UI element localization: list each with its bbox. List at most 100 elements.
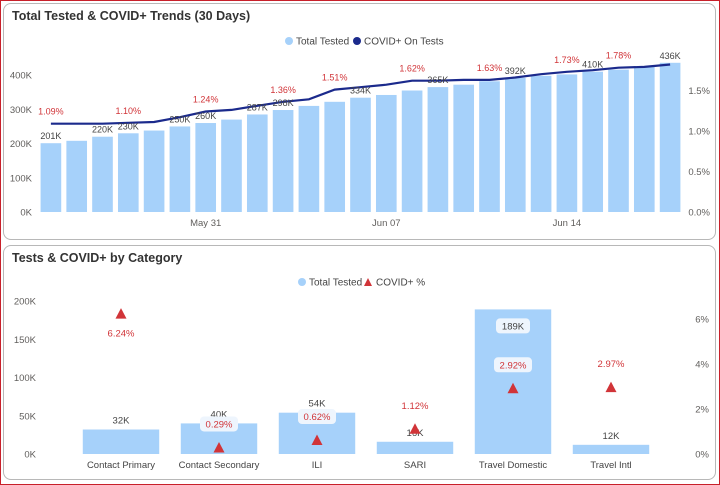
line-data-label: 1.10% — [116, 106, 142, 116]
legend-swatch-total-tested — [298, 278, 306, 286]
line-covid-on-tests — [50, 63, 671, 125]
bar-data-label: 287K — [247, 102, 268, 112]
legend-label-covid-on-tests: COVID+ On Tests — [364, 37, 444, 48]
x-category-label: Contact Secondary — [179, 460, 260, 471]
marker-covid-pct — [213, 441, 225, 453]
marker-covid-pct — [311, 434, 323, 446]
bar-total-tested — [66, 140, 88, 212]
category-chart: Total Tested COVID+ % 0K 50K 100K 150K 200K 0% 2… — [14, 278, 710, 472]
bar-data-label: 230K — [118, 121, 139, 131]
bar-total-tested — [298, 105, 320, 212]
bar-total-tested — [401, 90, 423, 212]
marker-covid-pct — [507, 382, 519, 394]
bar-data-label: 189K — [502, 321, 525, 332]
bar-total-tested — [350, 97, 371, 212]
bar-total-tested — [117, 133, 139, 212]
line-data-label: 1.78% — [606, 51, 632, 61]
line-data-label: 1.09% — [38, 107, 64, 117]
pct-label-bg — [494, 357, 532, 373]
bar-data-label: 298K — [273, 98, 294, 108]
pct-label-bg — [200, 416, 238, 432]
x-category-label: Travel Domestic — [479, 460, 548, 471]
bar-total-tested — [376, 441, 454, 454]
legend-swatch-total-tested — [285, 37, 293, 45]
bar-total-tested — [633, 66, 655, 212]
category-panel: Tests & COVID+ by Category Total Tested C… — [3, 245, 716, 480]
bar-total-tested — [92, 136, 113, 212]
pct-label-bg — [298, 409, 336, 425]
y2-tick-label: 1.0% — [688, 126, 710, 137]
x-category-label: Contact Primary — [87, 460, 155, 471]
marker-covid-pct — [605, 381, 617, 393]
y-tick-label: 200K — [14, 297, 37, 308]
trend-panel-title: Total Tested & COVID+ Trends (30 Days) — [12, 9, 251, 23]
bar-total-tested — [272, 110, 294, 212]
bar-data-label: 250K — [169, 114, 190, 124]
y-tick-label: 200K — [10, 139, 33, 150]
x-category-label: ILI — [312, 460, 323, 471]
bar-label-bg — [496, 318, 530, 334]
line-data-label: 1.62% — [399, 64, 425, 74]
y2-tick-label: 0.0% — [688, 208, 710, 219]
y2-tick-label: 6% — [695, 315, 709, 326]
pct-data-label: 0.29% — [206, 419, 233, 430]
bar-total-tested — [582, 71, 604, 212]
bar-total-tested — [474, 309, 552, 454]
bar-total-tested — [169, 126, 191, 212]
y-tick-label: 0K — [20, 208, 32, 219]
category-panel-title: Tests & COVID+ by Category — [12, 251, 183, 265]
legend-label-covid-pct: COVID+ % — [376, 278, 425, 289]
bar-total-tested — [40, 143, 62, 212]
line-data-label: 1.51% — [322, 73, 348, 83]
legend-label-total-tested: Total Tested — [296, 37, 349, 48]
bar-total-tested — [324, 101, 346, 212]
line-data-label: 1.36% — [270, 85, 296, 95]
trend-panel: Total Tested & COVID+ Trends (30 Days) T… — [3, 3, 716, 240]
x-category-label: Travel Intl — [590, 460, 631, 471]
y-tick-label: 150K — [14, 335, 37, 346]
y-tick-label: 0K — [24, 450, 36, 461]
bar-total-tested — [246, 114, 268, 212]
pct-data-label: 2.97% — [598, 359, 625, 370]
pct-data-label: 6.24% — [108, 329, 135, 340]
bar-data-label: 410K — [582, 60, 603, 70]
bar-total-tested — [143, 130, 165, 212]
bar-total-tested — [82, 429, 160, 454]
bar-total-tested — [572, 444, 650, 454]
legend-swatch-covid-on-tests — [353, 37, 361, 45]
bar-total-tested — [556, 74, 578, 212]
bar-total-tested — [504, 77, 526, 212]
y-tick-label: 100K — [10, 173, 33, 184]
x-tick-label: Jun 07 — [372, 218, 401, 229]
bar-data-label: 32K — [113, 416, 131, 427]
line-data-label: 1.24% — [193, 94, 219, 104]
y-tick-label: 300K — [10, 105, 33, 116]
y-tick-label: 400K — [10, 71, 33, 82]
y2-tick-label: 2% — [695, 405, 709, 416]
legend-label-total-tested: Total Tested — [309, 278, 362, 289]
bar-data-label: 365K — [427, 75, 448, 85]
legend-swatch-covid-pct — [364, 278, 372, 286]
bar-total-tested — [195, 123, 217, 212]
marker-covid-pct — [115, 308, 127, 319]
y-tick-label: 50K — [19, 411, 37, 422]
line-data-label: 1.63% — [477, 63, 503, 73]
bar-total-tested — [375, 94, 397, 212]
bar-data-label: 260K — [195, 111, 216, 121]
y2-tick-label: 0% — [695, 450, 709, 461]
bar-data-label: 334K — [350, 86, 371, 96]
y2-tick-label: 1.5% — [688, 86, 710, 97]
bar-total-tested — [479, 81, 500, 212]
marker-covid-pct — [409, 423, 421, 434]
pct-data-label: 2.92% — [500, 360, 527, 371]
bar-total-tested — [221, 119, 242, 212]
y2-tick-label: 4% — [695, 360, 709, 371]
x-tick-label: Jun 14 — [553, 218, 582, 229]
bar-total-tested — [530, 75, 552, 212]
bar-data-label: 436K — [660, 51, 681, 61]
bar-data-label: 40K — [211, 409, 229, 420]
bar-total-tested — [427, 87, 449, 212]
pct-data-label: 0.62% — [304, 412, 331, 423]
x-category-label: SARI — [404, 460, 426, 471]
bar-data-label: 220K — [92, 125, 113, 135]
